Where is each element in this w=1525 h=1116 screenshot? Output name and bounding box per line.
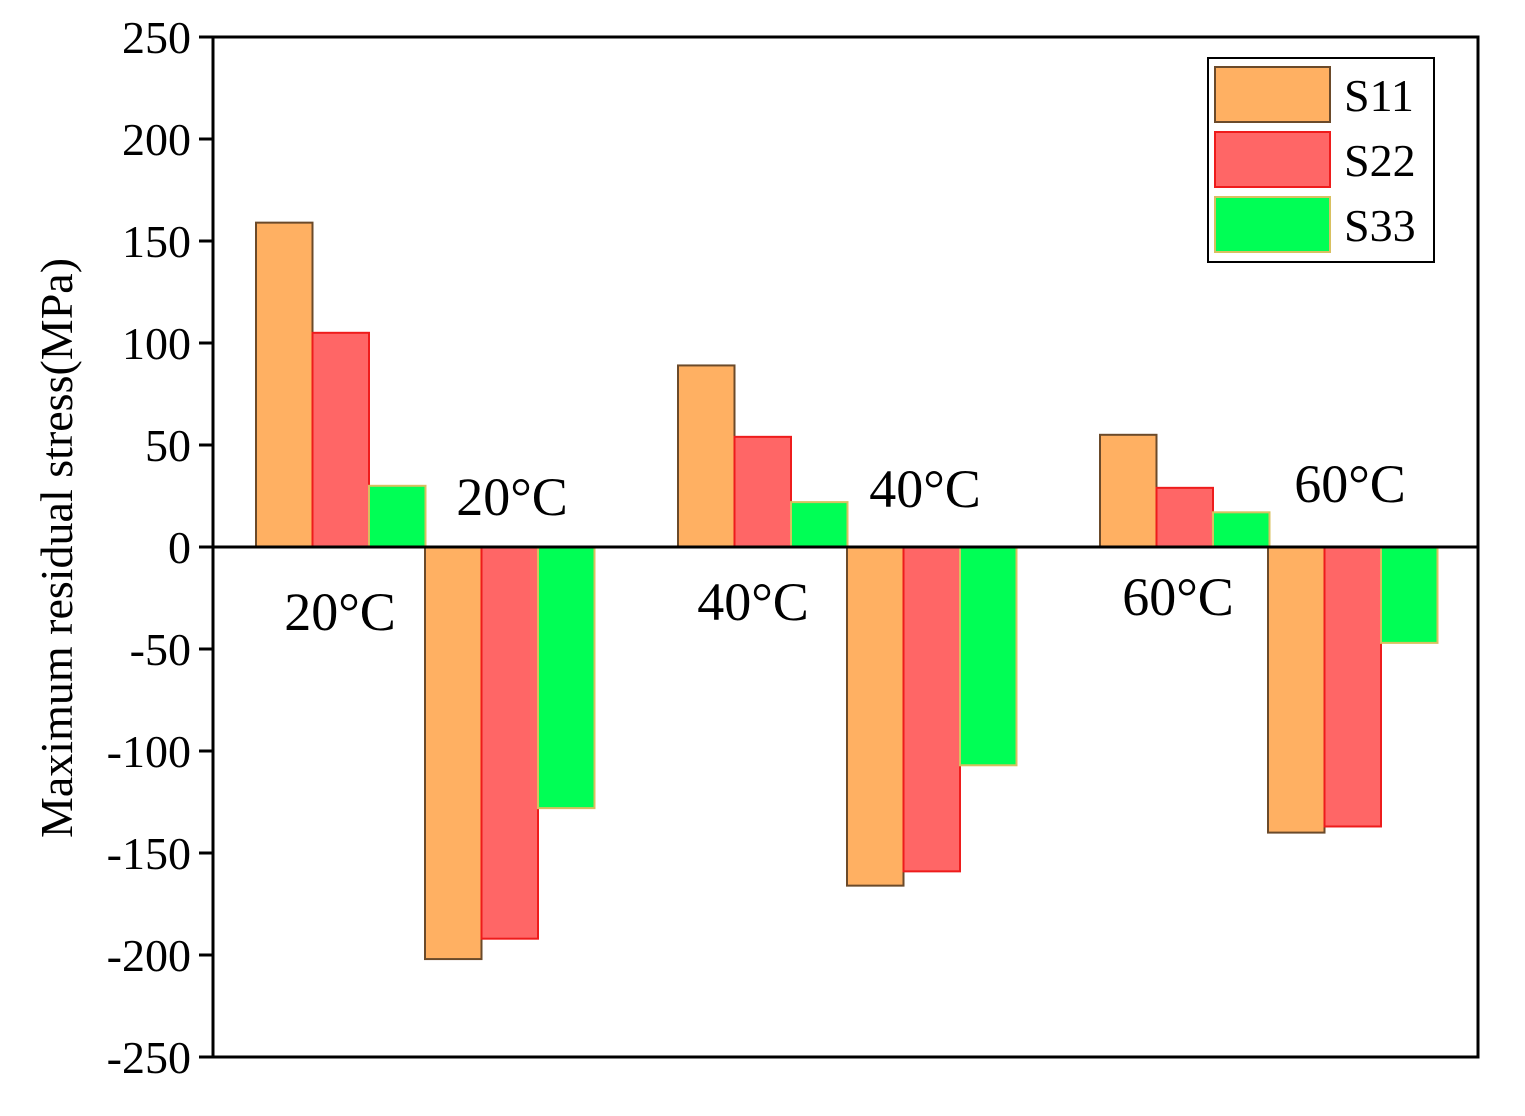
- y-tick-label: 0: [168, 522, 191, 573]
- bar-s22: [902, 546, 961, 873]
- legend-label-s22: S22: [1344, 135, 1416, 186]
- group-label: 60°C: [1122, 567, 1234, 627]
- bar-s22: [1323, 546, 1382, 828]
- bar-s33: [368, 484, 427, 548]
- legend-swatch-s11: [1214, 66, 1331, 123]
- group-label: 40°C: [697, 572, 809, 632]
- y-tick-label: -100: [107, 726, 191, 777]
- bar-s11: [846, 546, 905, 887]
- legend-label-s11: S11: [1344, 70, 1414, 121]
- group-label: 40°C: [869, 459, 981, 519]
- y-tick-label: 50: [145, 420, 191, 471]
- legend-swatch-s22: [1214, 131, 1331, 188]
- bar-s22: [1155, 486, 1214, 548]
- y-axis-title: Maximum residual stress(MPa): [31, 258, 82, 838]
- bar-s33: [959, 546, 1018, 767]
- y-tick-label: 250: [122, 12, 191, 63]
- y-tick-label: 100: [122, 318, 191, 369]
- legend-swatch-s33: [1214, 196, 1331, 253]
- bar-s33: [790, 501, 849, 548]
- bar-s33: [537, 546, 596, 810]
- group-label: 20°C: [284, 582, 396, 642]
- bar-s22: [733, 435, 792, 548]
- legend: S11 S22 S33: [1207, 57, 1435, 263]
- bar-s11: [1099, 433, 1158, 548]
- y-tick-label: -200: [107, 930, 191, 981]
- group-label: 60°C: [1294, 454, 1406, 514]
- bar-s33: [1380, 546, 1439, 644]
- y-tick-label: 200: [122, 114, 191, 165]
- bar-s11: [424, 546, 483, 961]
- y-tick-label: -150: [107, 828, 191, 879]
- y-tick-label: -50: [130, 624, 191, 675]
- bar-s11: [677, 364, 736, 548]
- bar-s11: [1267, 546, 1326, 834]
- y-tick-label: -250: [107, 1032, 191, 1083]
- bar-s22: [311, 331, 370, 548]
- group-label: 20°C: [456, 467, 568, 527]
- bar-s22: [480, 546, 539, 940]
- y-tick-label: 150: [122, 216, 191, 267]
- legend-label-s33: S33: [1344, 200, 1416, 251]
- bar-s11: [255, 221, 314, 548]
- bar-s33: [1212, 511, 1271, 549]
